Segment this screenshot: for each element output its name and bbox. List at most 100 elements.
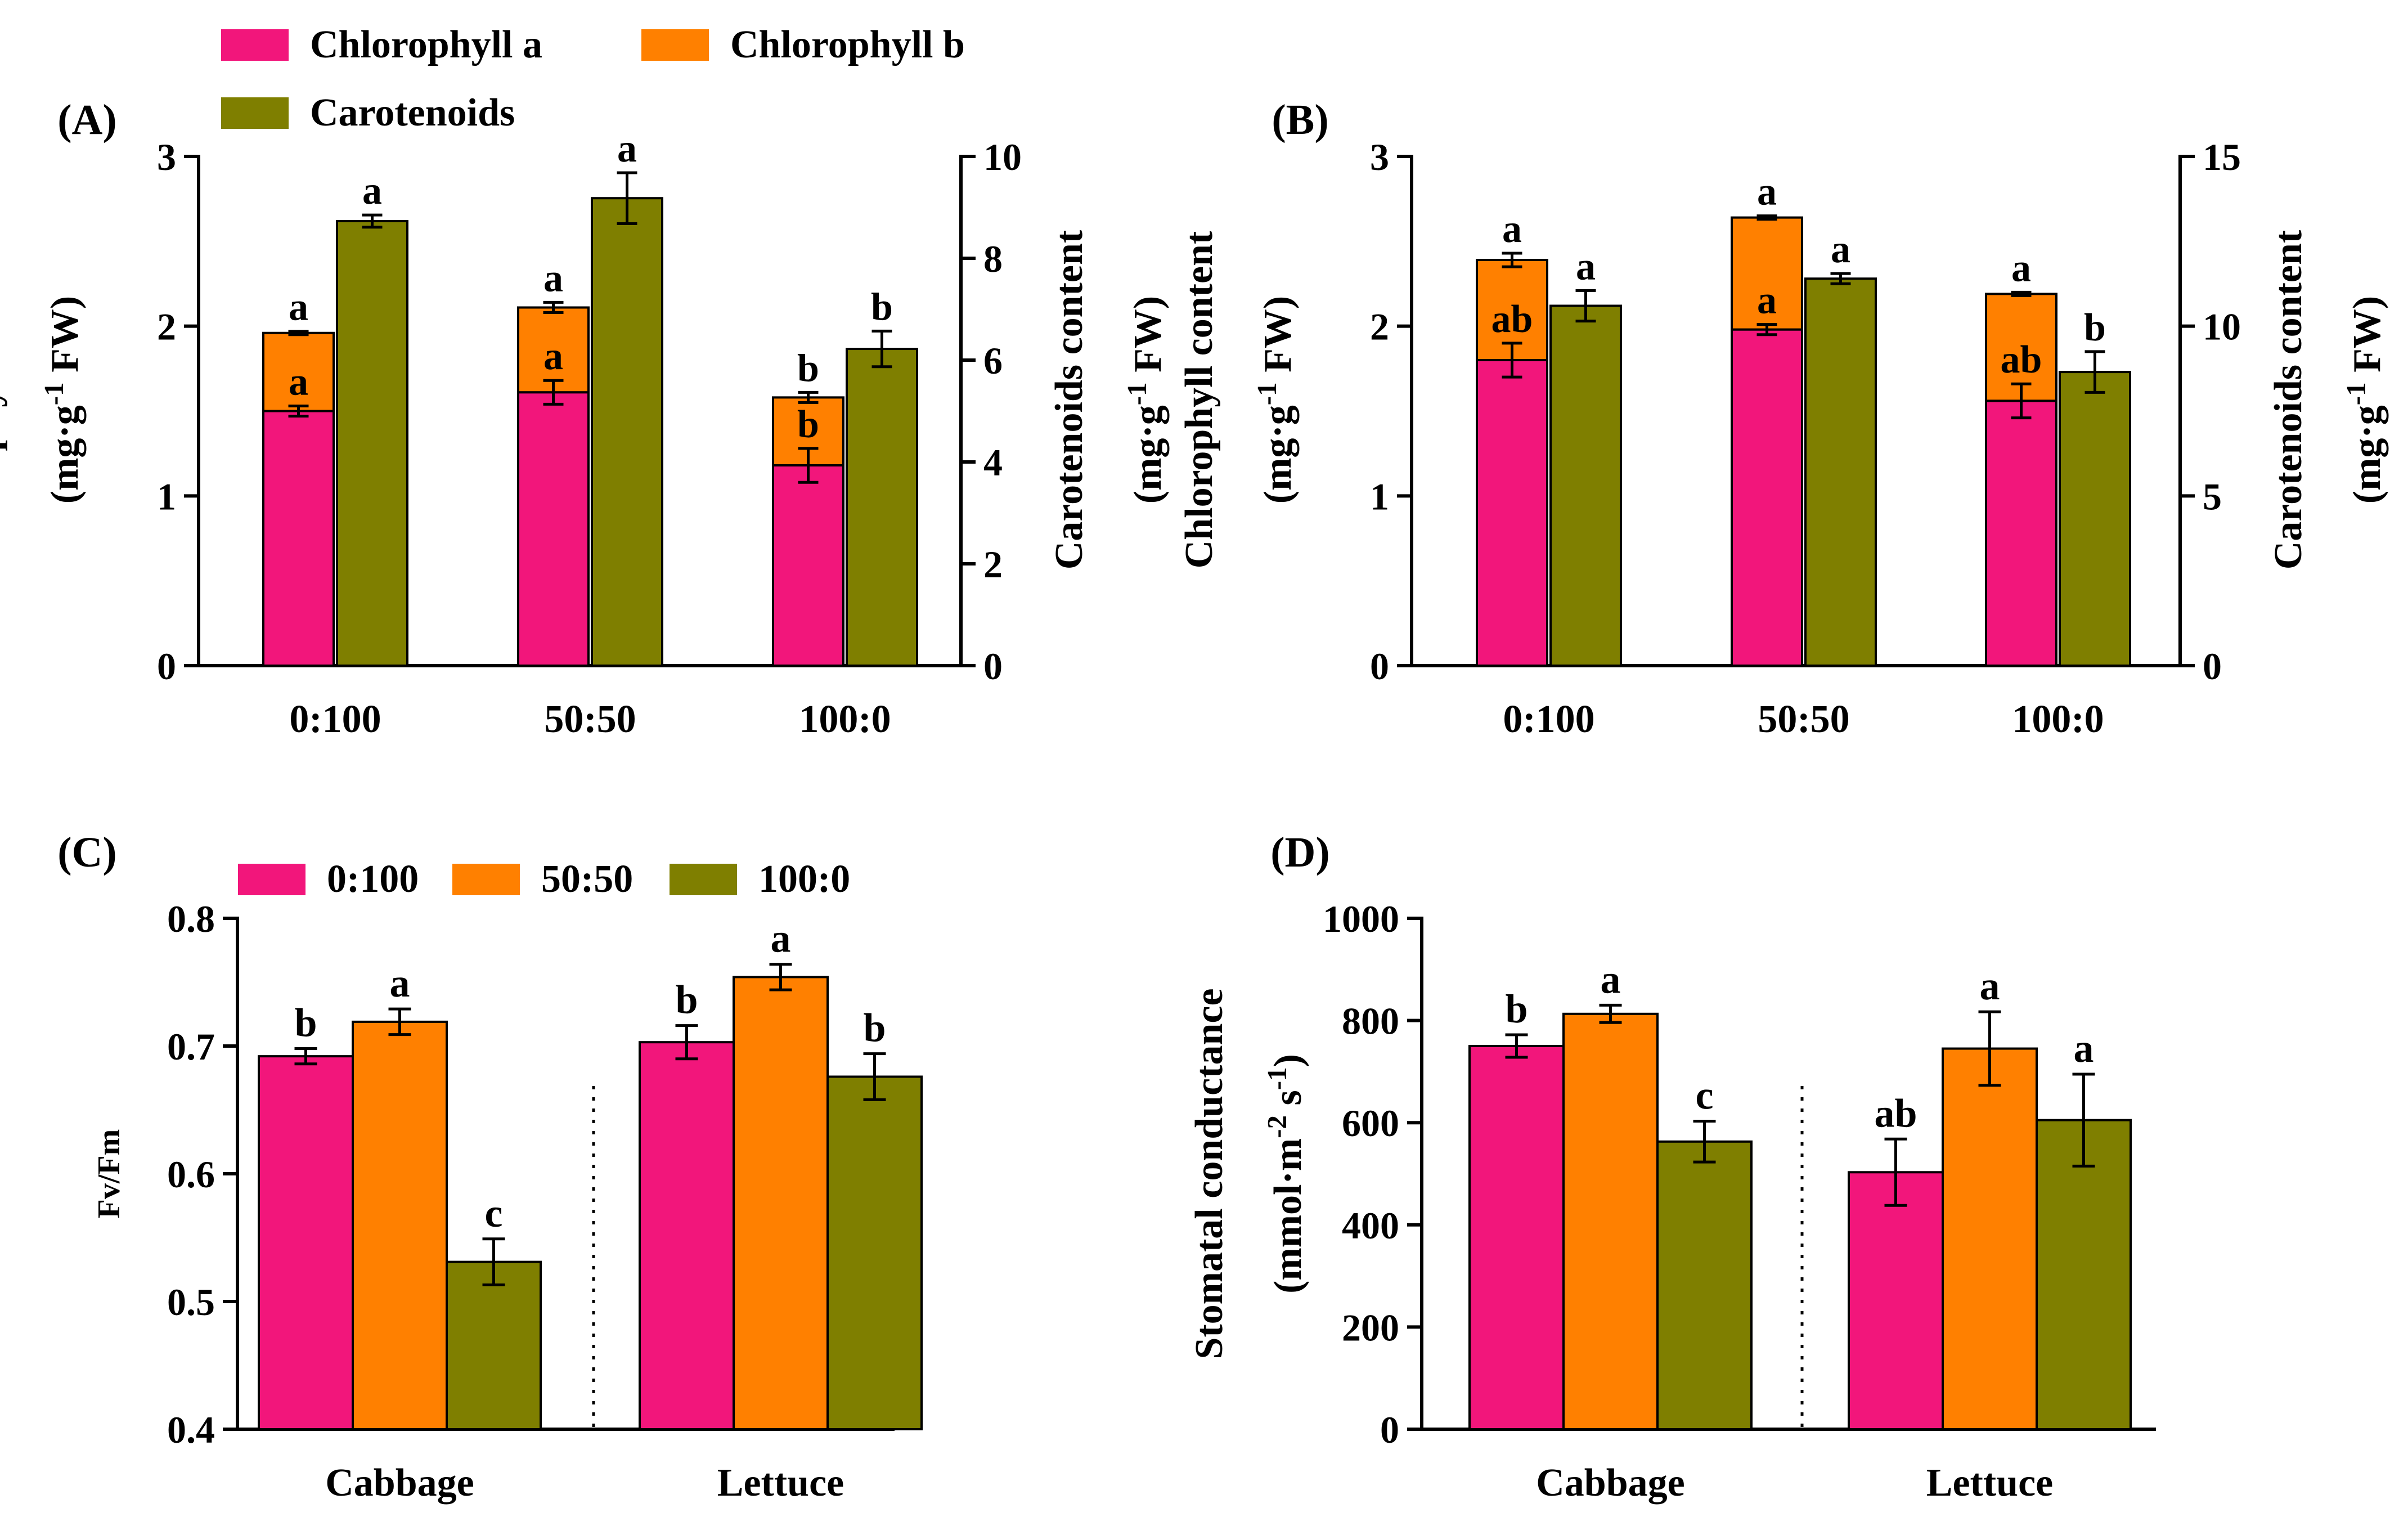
panel-C: (C) 0.4 0.5 0.6 0.7 0.8 Fv/Fm b a c Cabbage b a b Lett… <box>57 829 923 1505</box>
y-right-tick-label: 8 <box>983 237 1003 280</box>
legend-ratios: 0:100 50:50 100:0 <box>238 858 850 901</box>
sig-letter: b <box>675 977 698 1022</box>
bar-chlorophyll-b <box>262 331 335 412</box>
sig-letter: c <box>1696 1072 1714 1117</box>
error-bar-chlorophyll-a <box>288 404 309 418</box>
y-left-tick-label: 2 <box>157 306 176 348</box>
bar-50-50 <box>1562 1012 1659 1430</box>
y-right-tick-label: 0 <box>983 645 1003 688</box>
y-right-tick-label: 10 <box>2203 306 2241 348</box>
sig-letter: c <box>485 1191 503 1236</box>
legend-swatch <box>238 864 306 895</box>
sig-letter: a <box>1601 957 1621 1002</box>
error-bar-carotenoids <box>1830 272 1851 285</box>
error-bar-50-50 <box>1978 1010 2001 1087</box>
sig-letter-carotenoids: a <box>617 127 637 170</box>
error-bar-carotenoids <box>871 329 892 369</box>
y-tick-label: 0 <box>1380 1408 1399 1451</box>
sig-letter-chlorophyll-b: a <box>289 286 308 329</box>
y-tick-label: 0.4 <box>167 1408 215 1451</box>
y-left-label-line2: (mg·g-1 FW) <box>38 296 87 504</box>
error-bar-chlorophyll-b <box>798 391 819 404</box>
sig-letter-chlorophyll-a: a <box>289 360 308 403</box>
y-right-tick-label: 5 <box>2203 475 2222 518</box>
y-tick-label: 800 <box>1342 1000 1399 1043</box>
error-bar-chlorophyll-b <box>2011 290 2032 297</box>
y-tick-label: 200 <box>1342 1306 1399 1349</box>
error-bar-chlorophyll-a <box>2011 382 2032 420</box>
panel-B: (B) 0 1 2 3 0 5 10 15 Chlorophyll content (mg·g-1 … <box>1178 96 2389 741</box>
error-bar-chlorophyll-a <box>543 379 564 406</box>
y-right-label-line1: Carotenoids content <box>2267 230 2310 569</box>
y-right-label-line1: Carotenoids content <box>1048 230 1091 569</box>
bar-carotenoids <box>336 219 408 667</box>
bar-0-100 <box>1848 1171 1944 1430</box>
y-right-tick-label: 4 <box>983 441 1003 484</box>
y-right-label-line2: (mg·g-1 FW) <box>1121 296 1170 504</box>
error-bar-0-100 <box>1884 1137 1907 1207</box>
sig-letter-chlorophyll-a: b <box>797 403 819 446</box>
legend-label: 100:0 <box>758 858 850 901</box>
error-bar-100-0 <box>863 1052 886 1101</box>
error-bar-carotenoids <box>362 213 383 229</box>
legend-swatch <box>452 864 520 895</box>
error-bar-carotenoids <box>1575 289 1596 323</box>
bar-chlorophyll-a <box>1476 359 1548 667</box>
error-bar-100-0 <box>2072 1072 2095 1168</box>
panel-A: (A) 0 1 2 3 0 2 4 6 8 10 Chlorophyll content (mg·g-1… <box>0 96 1170 741</box>
bar-chlorophyll-a <box>772 464 844 667</box>
bar-carotenoids <box>1804 277 1877 667</box>
sig-letter-chlorophyll-b: b <box>797 347 819 390</box>
bar-50-50 <box>1942 1047 2038 1431</box>
panel-label: (D) <box>1270 829 1330 876</box>
bar-chlorophyll-a <box>1985 400 2057 667</box>
sig-letter-chlorophyll-a: ab <box>1491 298 1533 341</box>
x-tick-label: 0:100 <box>1503 698 1594 741</box>
y-label: Fv/Fm <box>92 1129 127 1219</box>
x-tick-label: Lettuce <box>1926 1461 2053 1505</box>
legend-swatch <box>221 97 289 129</box>
bar-50-50 <box>733 976 829 1431</box>
sig-letter-chlorophyll-a: ab <box>2001 338 2042 382</box>
y-left-label: Chlorophyll content (mg·g-1 FW) <box>0 231 87 569</box>
y-tick-label: 0.8 <box>167 897 215 940</box>
sig-letter-chlorophyll-b: a <box>1757 170 1777 214</box>
bar-100-0 <box>446 1260 542 1430</box>
bar-0-100 <box>639 1041 735 1430</box>
y-tick-label: 600 <box>1342 1102 1399 1145</box>
sig-letter-carotenoids: a <box>1576 245 1596 288</box>
legend-swatch <box>670 864 737 895</box>
y-tick-label: 0.5 <box>167 1281 215 1323</box>
y-left-tick-label: 0 <box>157 645 176 688</box>
bar-0-100 <box>1468 1045 1565 1430</box>
y-right-tick-label: 15 <box>2203 136 2241 178</box>
sig-letter-chlorophyll-b: a <box>1502 208 1522 251</box>
panel-label: (C) <box>57 829 117 876</box>
error-bar-0-100 <box>675 1024 698 1061</box>
sig-letter-carotenoids: b <box>871 285 893 329</box>
bar-100-0 <box>826 1075 923 1430</box>
y-left-tick-label: 1 <box>157 475 176 518</box>
y-tick-label: 0.6 <box>167 1153 215 1196</box>
sig-letter: b <box>1505 986 1528 1031</box>
sig-letter: a <box>2074 1026 2094 1071</box>
x-tick-label: 0:100 <box>289 698 381 741</box>
legend-label: Chlorophyll a <box>310 23 542 66</box>
legend-label: Chlorophyll b <box>730 23 965 66</box>
sig-letter-chlorophyll-a: a <box>543 335 563 378</box>
sig-letter: b <box>863 1006 886 1051</box>
y-left-tick-label: 2 <box>1370 306 1389 348</box>
error-bar-chlorophyll-b <box>1502 252 1522 268</box>
panel-label: (A) <box>57 96 117 143</box>
sig-letter-carotenoids: b <box>2084 306 2106 349</box>
sig-letter: a <box>771 916 791 961</box>
x-tick-label: Cabbage <box>325 1461 474 1505</box>
sig-letter-chlorophyll-a: a <box>1757 279 1777 322</box>
error-bar-chlorophyll-a <box>798 447 819 484</box>
error-bar-50-50 <box>388 1007 411 1036</box>
y-tick-label: 0.7 <box>167 1025 215 1068</box>
y-right-label: Carotenoids content (mg·g-1 FW) <box>1048 230 1170 569</box>
y-right-tick-label: 10 <box>983 136 1022 178</box>
error-bar-chlorophyll-a <box>1502 342 1522 379</box>
error-bar-chlorophyll-a <box>1756 323 1777 336</box>
